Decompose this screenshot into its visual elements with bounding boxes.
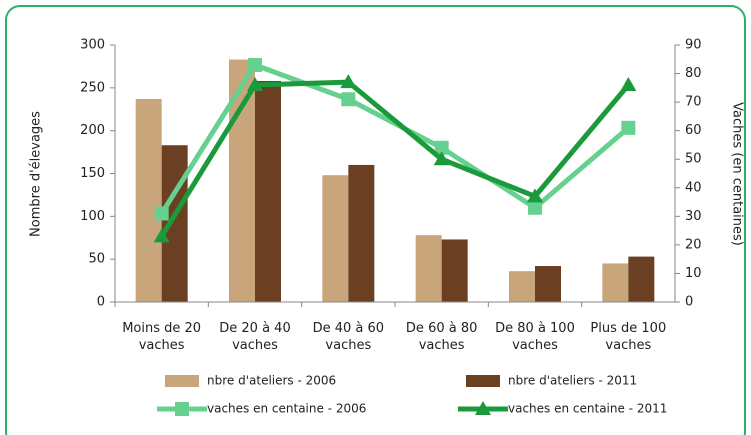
- bar: [161, 145, 188, 302]
- y2-tick-label: 10: [685, 266, 702, 281]
- legend-label: vaches en centaine - 2006: [207, 402, 366, 416]
- y2-tick-label: 0: [685, 295, 693, 310]
- legend-label: nbre d'ateliers - 2006: [207, 374, 336, 388]
- y-tick-label: 0: [97, 295, 105, 310]
- point: [248, 57, 262, 72]
- y2-tick-label: 90: [685, 38, 702, 53]
- bar: [628, 256, 655, 302]
- y-tick-label: 200: [80, 123, 105, 138]
- legend-swatch: [466, 375, 500, 387]
- legend-marker: [475, 401, 491, 415]
- point: [153, 228, 170, 243]
- y-tick-label: 150: [80, 166, 105, 181]
- bar: [602, 263, 629, 302]
- y-tick-label: 50: [88, 252, 105, 267]
- x-tick-label: Moins de 20 vaches: [122, 321, 202, 353]
- bar: [322, 175, 349, 302]
- line: [159, 79, 631, 238]
- y2-tick-label: 60: [685, 123, 702, 138]
- point: [341, 92, 356, 107]
- bar: [509, 271, 535, 302]
- y-tick-label: 100: [80, 209, 105, 224]
- x-tick-label: De 40 à 60 vaches: [312, 321, 385, 353]
- bar: [135, 98, 162, 302]
- point: [433, 151, 450, 166]
- bar: [535, 266, 561, 302]
- x-tick-label: De 60 à 80 vaches: [405, 321, 478, 353]
- frame: [5, 5, 746, 435]
- point: [528, 200, 542, 215]
- point: [621, 120, 636, 135]
- point: [154, 206, 169, 221]
- y2-tick-label: 50: [685, 152, 702, 167]
- point: [247, 76, 263, 91]
- y-axis-label: Nombre d'élevages: [29, 111, 44, 237]
- bar: [415, 235, 442, 302]
- y2-tick-label: 20: [685, 237, 702, 252]
- y2-tick-label: 80: [685, 66, 702, 81]
- legend-label: vaches en centaine - 2011: [508, 402, 667, 416]
- point: [620, 76, 637, 91]
- y-tick-label: 250: [80, 80, 105, 95]
- y2-tick-label: 70: [685, 95, 702, 110]
- y2-axis-label: Vaches (en centaines): [730, 102, 745, 246]
- bar: [441, 239, 468, 302]
- x-tick-label: De 80 à 100 vaches: [495, 321, 575, 353]
- y2-tick-label: 40: [685, 180, 702, 195]
- point: [434, 140, 449, 155]
- x-tick-label: Plus de 100 vaches: [590, 321, 667, 353]
- legend-marker: [175, 402, 189, 416]
- legend-swatch: [165, 375, 199, 387]
- bar: [348, 164, 375, 302]
- point: [527, 188, 543, 203]
- x-tick-label: De 20 à 40 vaches: [219, 321, 291, 353]
- y2-tick-label: 30: [685, 209, 702, 224]
- bar: [255, 80, 281, 302]
- y-tick-label: 300: [80, 38, 105, 53]
- point: [340, 74, 357, 89]
- legend-label: nbre d'ateliers - 2011: [508, 374, 637, 388]
